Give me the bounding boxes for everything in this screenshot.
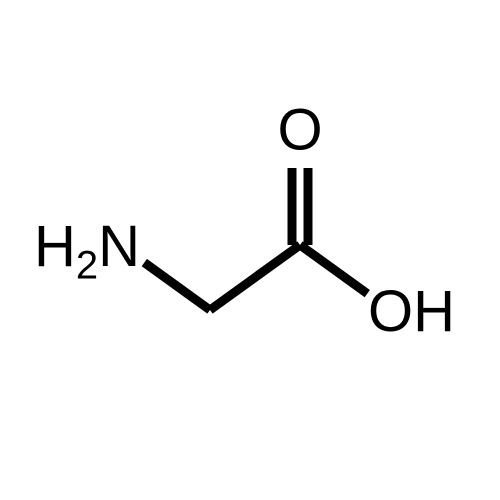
single-bond [210,245,300,310]
amino-group-label: H2N [34,214,140,288]
glycine-structure: H2N O OH [0,0,500,500]
hydroxyl-group-label: OH [368,279,455,344]
single-bond [300,245,367,294]
single-bond [144,263,210,310]
carbonyl-oxygen-label: O [277,97,322,162]
